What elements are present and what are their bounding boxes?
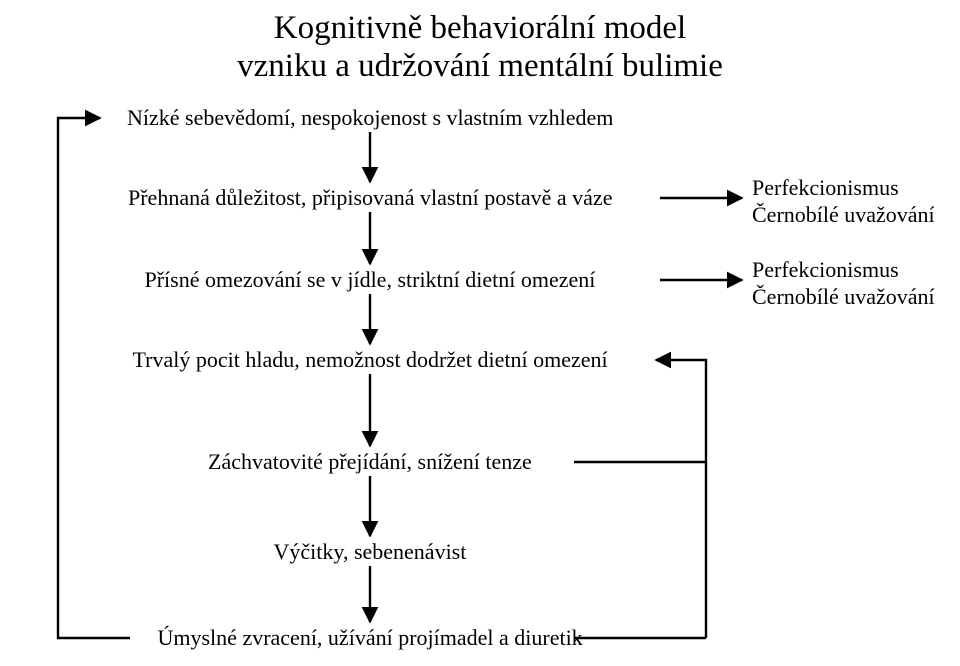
node-binge-eating: Záchvatovité přejídání, snížení tenze (208, 449, 532, 475)
node-overvalued-importance: Přehnaná důležitost, připisovaná vlastní… (128, 185, 612, 211)
node-persistent-hunger: Trvalý pocit hladu, nemožnost dodržet di… (133, 347, 608, 373)
title-line-1: Kognitivně behaviorální model (0, 10, 960, 47)
side-black-white-1: Černobílé uvažování (752, 202, 935, 228)
node-purging: Úmyslné zvracení, užívání projímadel a d… (158, 625, 583, 651)
side-perfectionism-2: Perfekcionismus (752, 257, 899, 283)
node-strict-restriction: Přísné omezování se v jídle, striktní di… (145, 267, 596, 293)
node-low-self-esteem: Nízké sebevědomí, nespokojenost s vlastn… (127, 105, 613, 131)
title-line-2: vzniku a udržování mentální bulimie (0, 48, 960, 85)
side-black-white-2: Černobílé uvažování (752, 284, 935, 310)
node-guilt: Výčitky, sebenenávist (274, 539, 467, 565)
side-perfectionism-1: Perfekcionismus (752, 175, 899, 201)
